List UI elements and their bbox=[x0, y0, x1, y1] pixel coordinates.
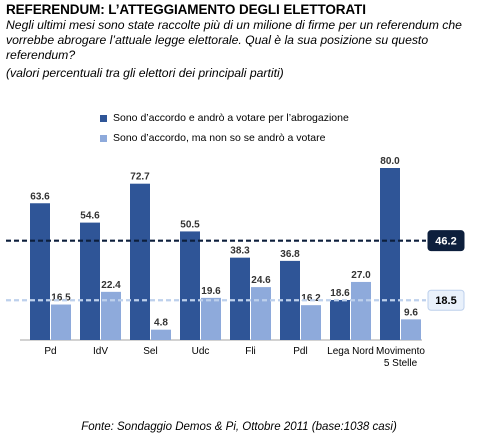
category-label-3: Udc bbox=[192, 346, 210, 357]
data-label-series-2-0: 16.5 bbox=[51, 293, 71, 304]
bar-series-1-2 bbox=[130, 183, 150, 340]
bar-series-2-7 bbox=[401, 319, 421, 340]
bar-chart: 63.6 16.5 Pd 54.6 22.4 IdV 72.7 4.8 Sel 50.5 19.6 U… bbox=[6, 156, 465, 369]
average-box-series-2 bbox=[427, 289, 465, 311]
source-note: Fonte: Sondaggio Demos & Pi, Ottobre 201… bbox=[81, 421, 397, 433]
average-box-series-1 bbox=[427, 230, 465, 252]
data-label-series-1-5: 36.8 bbox=[280, 249, 300, 260]
data-label-series-2-4: 24.6 bbox=[251, 275, 271, 286]
legend-item-series-2: Sono d’accordo, ma non so se andrò a vot… bbox=[100, 132, 325, 144]
question-text: Negli ultimi mesi sono state raccolte pi… bbox=[6, 18, 462, 62]
bar-series-1-7 bbox=[380, 168, 400, 340]
category-label-7: Movimento bbox=[376, 346, 425, 357]
category-label-2: Sel bbox=[143, 346, 157, 357]
data-label-series-1-4: 38.3 bbox=[230, 246, 250, 257]
values-note: (valori percentuali tra gli elettori dei… bbox=[6, 66, 284, 80]
bar-series-1-3 bbox=[180, 231, 200, 340]
bar-series-2-6 bbox=[351, 281, 371, 340]
legend-label-series-2: Sono d’accordo, ma non so se andrò a vot… bbox=[113, 132, 326, 144]
category-label-5: Pdl bbox=[293, 346, 307, 357]
data-label-series-1-7: 80.0 bbox=[380, 156, 400, 167]
data-label-series-1-6: 18.6 bbox=[330, 288, 350, 299]
data-label-series-1-3: 50.5 bbox=[180, 219, 200, 230]
data-label-series-2-3: 19.6 bbox=[201, 286, 221, 297]
data-label-series-2-2: 4.8 bbox=[154, 318, 168, 329]
category-label-7-line2: 5 Stelle bbox=[384, 358, 418, 369]
bar-series-1-0 bbox=[30, 203, 50, 340]
data-label-series-1-2: 72.7 bbox=[130, 172, 150, 183]
legend-swatch-series-2 bbox=[100, 134, 107, 142]
bar-series-2-3 bbox=[201, 297, 221, 340]
category-label-0: Pd bbox=[44, 346, 56, 357]
legend-label-series-1: Sono d’accordo e andrò a votare per l’ab… bbox=[113, 112, 349, 124]
data-label-series-2-5: 16.2 bbox=[301, 293, 321, 304]
bar-series-2-1 bbox=[101, 291, 121, 340]
bar-series-2-4 bbox=[251, 287, 271, 340]
bar-series-1-6 bbox=[330, 300, 350, 340]
bar-series-2-0 bbox=[51, 304, 71, 340]
bar-series-2-2 bbox=[151, 329, 171, 340]
bar-series-1-1 bbox=[80, 222, 100, 340]
category-label-1: IdV bbox=[93, 346, 108, 357]
data-label-series-1-0: 63.6 bbox=[30, 191, 50, 202]
data-label-series-2-7: 9.6 bbox=[404, 307, 418, 318]
chart-panel: Sono d’accordo e andrò a votare per l’ab… bbox=[0, 100, 478, 380]
bar-series-2-5 bbox=[301, 305, 321, 340]
category-label-6: Lega Nord bbox=[327, 346, 374, 357]
data-label-series-2-1: 22.4 bbox=[101, 280, 121, 291]
data-label-series-1-1: 54.6 bbox=[80, 211, 100, 222]
average-value-series-1: 46.2 bbox=[435, 236, 456, 248]
bar-series-1-4 bbox=[230, 257, 250, 340]
data-label-series-2-6: 27.0 bbox=[351, 270, 371, 281]
category-label-4: Fli bbox=[245, 346, 256, 357]
legend-item-series-1: Sono d’accordo e andrò a votare per l’ab… bbox=[100, 112, 349, 124]
legend-swatch-series-1 bbox=[100, 114, 107, 122]
page-title: REFERENDUM: L’ATTEGGIAMENTO DEGLI ELETTO… bbox=[6, 2, 366, 17]
average-value-series-2: 18.5 bbox=[435, 295, 456, 307]
